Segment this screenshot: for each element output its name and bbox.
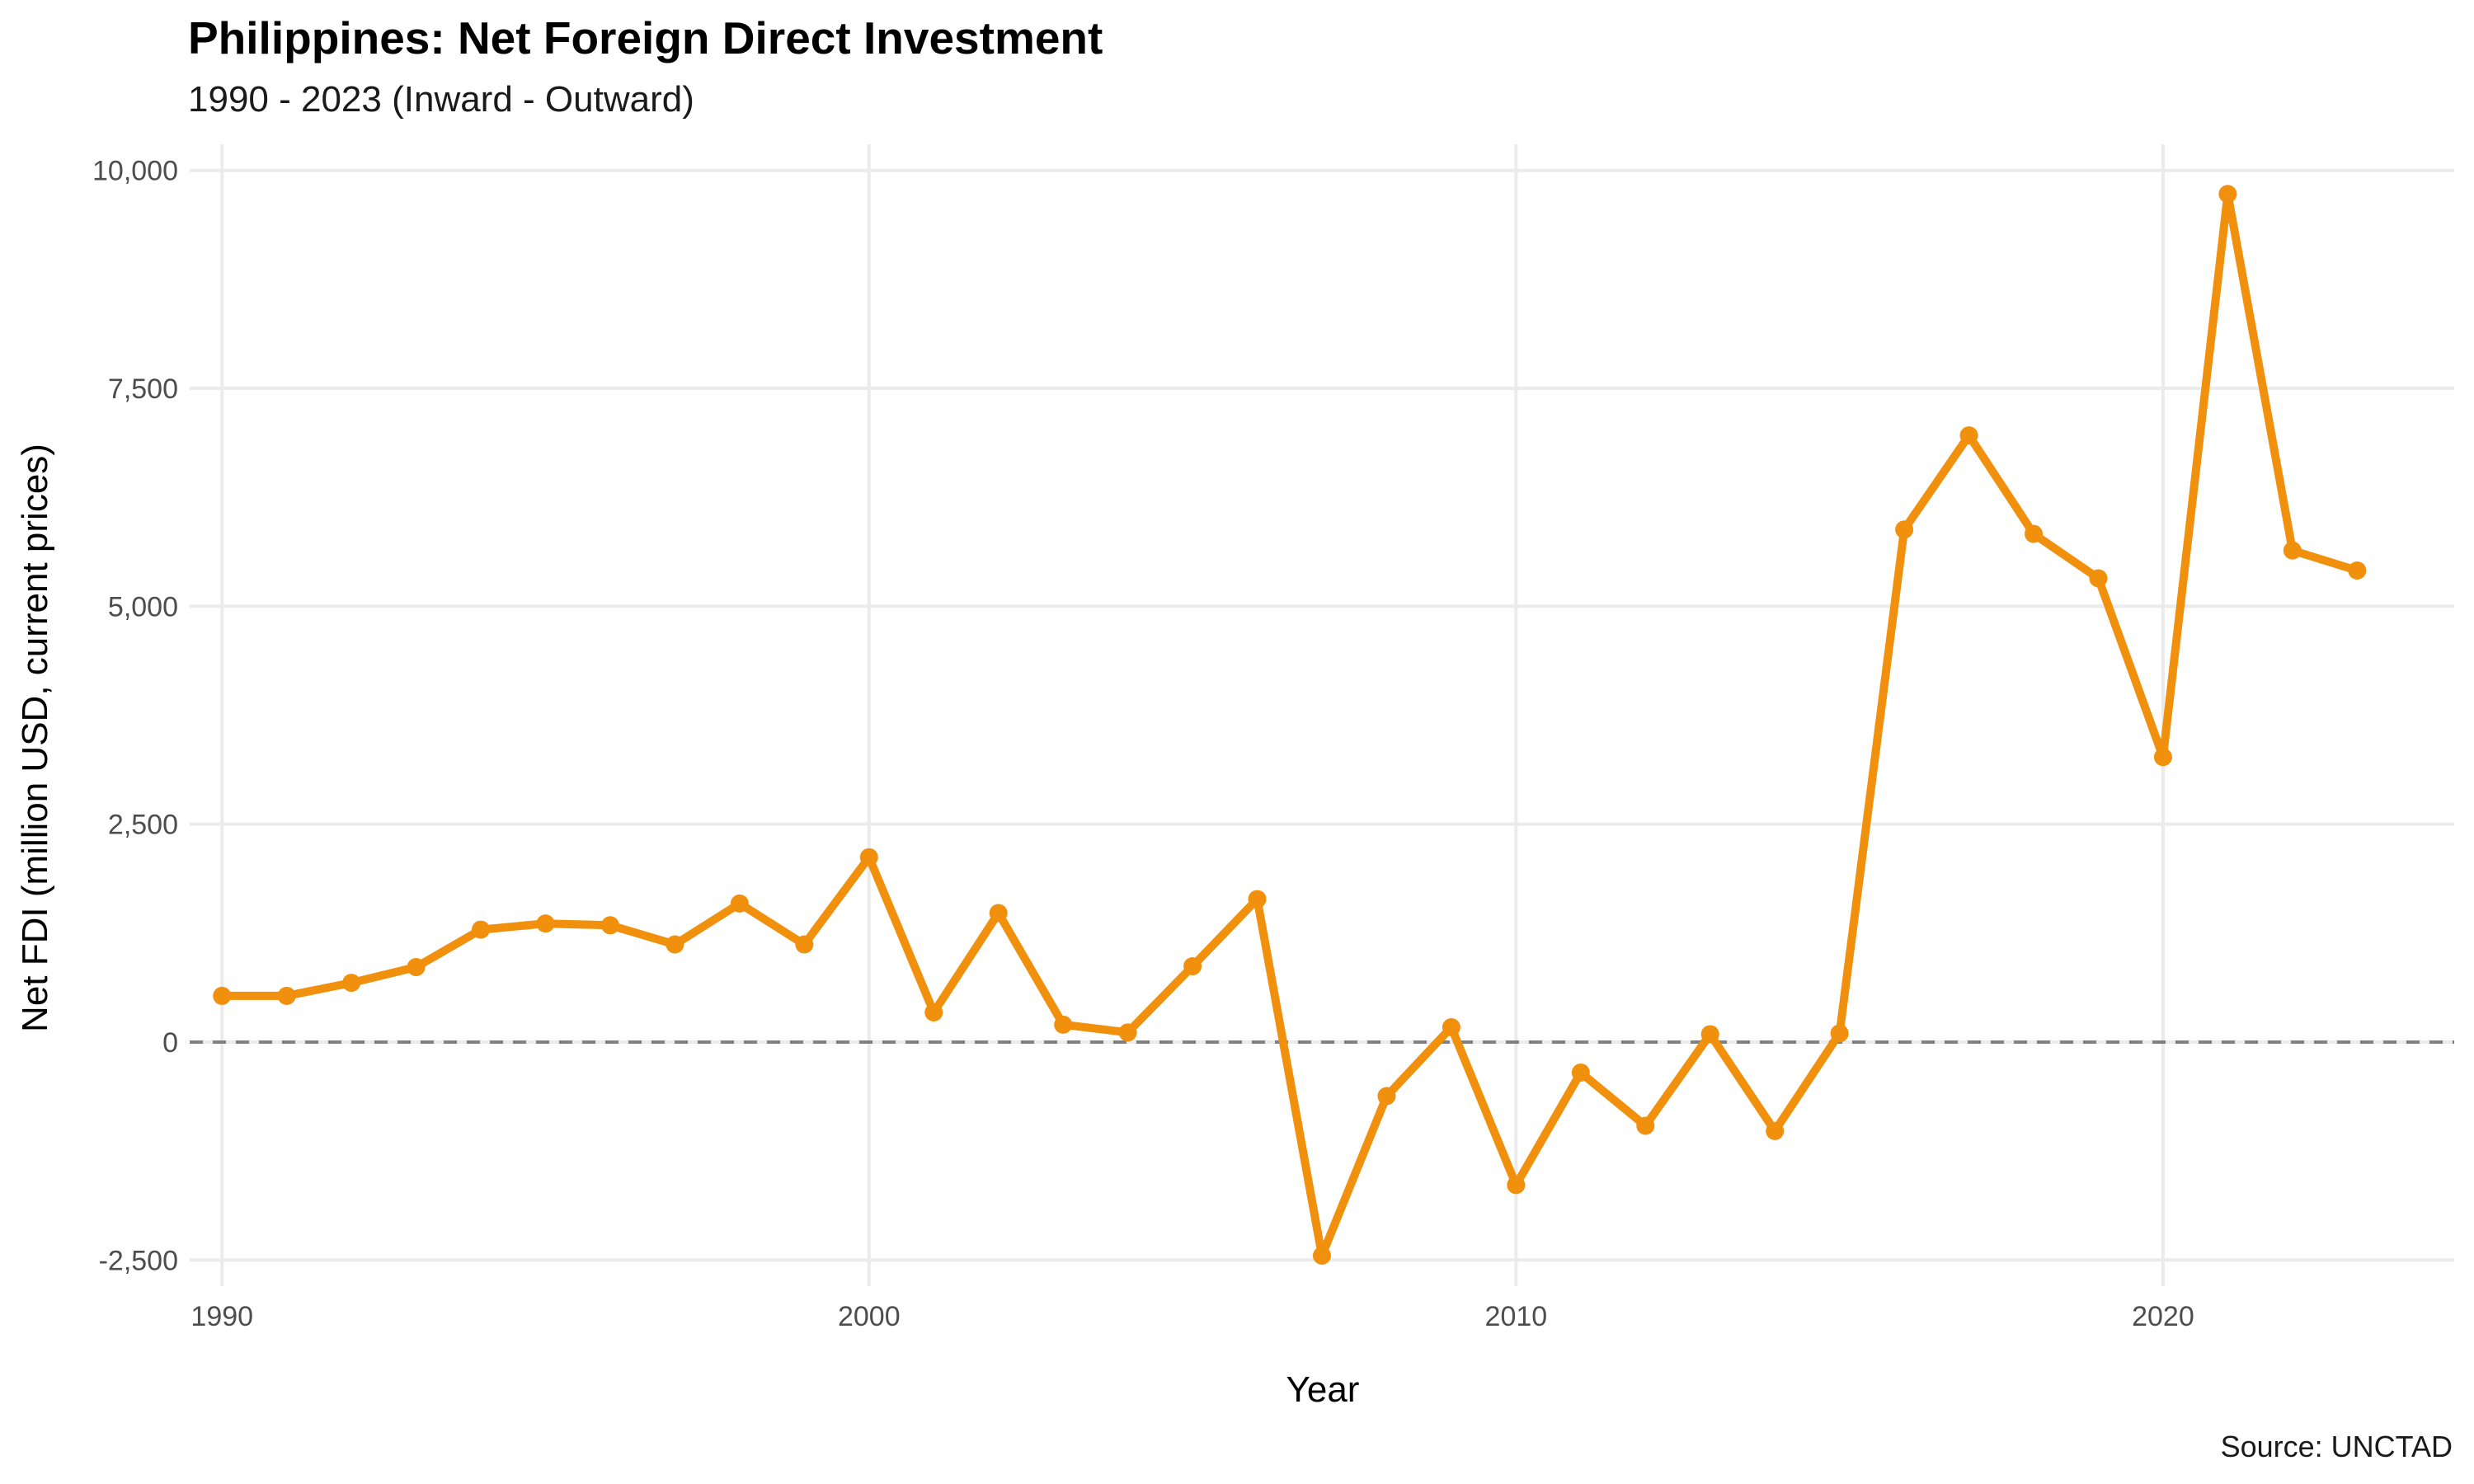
data-point [472,920,491,939]
data-point [1248,890,1267,909]
y-tick-label: 2,500 [108,810,178,841]
data-point [1959,426,1978,445]
series-line [218,190,2362,1260]
x-axis-title: Year [1286,1369,1360,1410]
x-tick-label: 1990 [190,1301,253,1332]
y-tick-label: -2,500 [99,1245,178,1276]
data-point [2025,524,2044,543]
data-points [213,185,2367,1265]
data-point [1766,1121,1785,1140]
data-point [1054,1015,1073,1034]
chart-title: Philippines: Net Foreign Direct Investme… [188,12,1103,63]
data-point [1183,956,1202,975]
data-point [2348,561,2367,580]
tick-labels: -2,500 0 2,500 5,000 7,500 10,000 1990 2000 2010… [92,156,2194,1332]
data-point [1377,1087,1396,1106]
x-tick-label: 2000 [838,1301,901,1332]
y-tick-label: 7,500 [108,373,178,405]
data-point [859,848,878,866]
data-point [1118,1023,1137,1042]
data-point [213,986,232,1005]
source-caption: Source: UNCTAD [2220,1430,2453,1463]
data-point [536,914,555,933]
y-axis-title: Net FDI (million USD, current prices) [15,444,55,1032]
x-tick-label: 2010 [1485,1301,1548,1332]
data-point [989,904,1008,923]
gridlines [190,144,2454,1286]
data-point [600,916,619,935]
y-tick-label: 0 [162,1027,178,1059]
x-tick-label: 2020 [2132,1301,2194,1332]
data-point [1895,520,1914,539]
data-point [407,958,426,977]
data-point [1313,1246,1331,1265]
data-point [666,935,684,954]
chart-subtitle: 1990 - 2023 (Inward - Outward) [188,79,694,120]
data-point [342,974,361,993]
net-fdi-line [218,190,2362,1260]
data-point [1830,1024,1849,1043]
y-tick-label: 10,000 [92,156,178,187]
data-point [2153,748,2172,767]
y-tick-label: 5,000 [108,591,178,622]
data-point [1636,1116,1655,1135]
data-point [277,986,296,1005]
data-point [2089,569,2108,588]
data-point [730,894,749,913]
data-point [1700,1025,1719,1044]
data-point [1507,1176,1526,1195]
data-point [1442,1017,1460,1036]
data-point [924,1003,943,1022]
data-point [2218,185,2237,204]
data-point [2283,541,2302,560]
data-point [1571,1063,1590,1082]
data-point [795,935,814,954]
